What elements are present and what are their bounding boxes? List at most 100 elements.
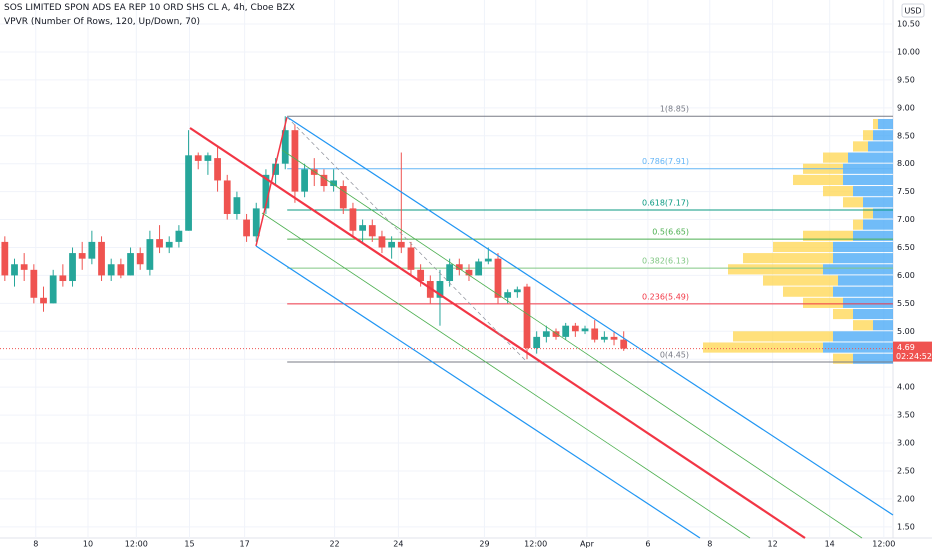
volume-down bbox=[823, 152, 848, 163]
volume-up bbox=[878, 118, 893, 130]
candle-body bbox=[562, 325, 570, 337]
x-tick-label: 17 bbox=[240, 540, 250, 549]
x-tick-label: 8 bbox=[707, 540, 712, 549]
x-tick-label: 10 bbox=[83, 540, 93, 549]
volume-down bbox=[783, 286, 833, 297]
candle-body bbox=[233, 197, 241, 214]
candle-body bbox=[117, 264, 125, 276]
candle-body bbox=[581, 328, 589, 332]
candle-body bbox=[310, 169, 318, 175]
volume-down bbox=[803, 297, 843, 308]
candle-body bbox=[59, 275, 67, 282]
y-tick-label: 8.50 bbox=[897, 131, 915, 140]
volume-up bbox=[823, 342, 893, 353]
fib-label: 0.5(6.65) bbox=[652, 228, 689, 237]
volume-down bbox=[703, 342, 823, 353]
candle-body bbox=[194, 155, 202, 161]
x-tick-label: 24 bbox=[393, 540, 403, 549]
candle-body bbox=[513, 289, 521, 293]
y-tick-label: 9.50 bbox=[897, 75, 915, 84]
fib-label: 0(4.45) bbox=[660, 351, 689, 360]
candle-body bbox=[475, 261, 483, 276]
fib-label: 1(8.85) bbox=[660, 105, 689, 114]
volume-down bbox=[853, 320, 873, 331]
candle-body bbox=[417, 269, 425, 282]
candle-body bbox=[20, 264, 28, 270]
x-tick-label: 22 bbox=[329, 540, 339, 549]
candle-body bbox=[484, 258, 492, 262]
y-tick-label: 7.50 bbox=[897, 187, 915, 196]
pitchfork-lower bbox=[255, 245, 701, 539]
x-tick-label: 12 bbox=[768, 540, 778, 549]
volume-up bbox=[853, 186, 893, 197]
x-tick-label: 12:00 bbox=[524, 540, 547, 549]
volume-up bbox=[868, 141, 893, 152]
candle-body bbox=[127, 253, 134, 276]
y-tick-label: 5.50 bbox=[897, 299, 915, 308]
volume-down bbox=[843, 197, 863, 208]
candle-body bbox=[359, 225, 366, 231]
volume-down bbox=[733, 331, 833, 342]
x-tick-label: 12:00 bbox=[872, 540, 895, 549]
candle-body bbox=[349, 208, 357, 231]
y-tick-label: 1.50 bbox=[897, 522, 915, 531]
y-tick-label: 7.00 bbox=[897, 215, 915, 224]
candle-body bbox=[446, 264, 454, 282]
candle-body bbox=[78, 253, 86, 259]
pitchfork-handle bbox=[255, 116, 288, 247]
candle-body bbox=[436, 281, 444, 298]
volume-down bbox=[863, 130, 873, 141]
y-tick-label: 5.00 bbox=[897, 327, 915, 336]
candle-body bbox=[49, 275, 57, 304]
volume-down bbox=[833, 353, 853, 364]
fib-label: 0.382(6.13) bbox=[642, 257, 689, 266]
candle-body bbox=[571, 325, 579, 332]
indicator-label: VPVR (Number Of Rows, 120, Up/Down, 70) bbox=[4, 17, 201, 27]
fib-label: 0.618(7.17) bbox=[642, 199, 689, 208]
chart-title: SOS LIMITED SPON ADS EA REP 10 ORD SHS C… bbox=[4, 3, 295, 13]
candle-body bbox=[107, 264, 115, 276]
candle-body bbox=[320, 174, 328, 187]
x-tick-label: 6 bbox=[645, 540, 650, 549]
candle-body bbox=[204, 155, 212, 161]
pitchfork bbox=[189, 116, 894, 539]
candle-body bbox=[214, 158, 221, 181]
x-tick-label: 12:00 bbox=[125, 540, 148, 549]
y-tick-label: 3.00 bbox=[897, 439, 915, 448]
volume-down bbox=[853, 219, 863, 230]
volume-up bbox=[833, 241, 893, 253]
last-price-tag bbox=[893, 341, 932, 362]
candle-body bbox=[330, 180, 337, 187]
y-tick-label: 3.50 bbox=[897, 411, 915, 420]
candle-body bbox=[504, 292, 512, 298]
price-axis-bg bbox=[893, 0, 932, 550]
y-tick-label: 2.50 bbox=[897, 466, 915, 475]
volume-up bbox=[833, 286, 893, 297]
volume-down bbox=[743, 253, 833, 264]
candle-body bbox=[368, 225, 376, 237]
candle-body bbox=[455, 264, 463, 270]
volume-down bbox=[833, 308, 853, 320]
volume-down bbox=[863, 208, 873, 219]
candle-body bbox=[600, 336, 608, 340]
candle-body bbox=[185, 155, 192, 231]
pitchfork-upper bbox=[286, 116, 894, 516]
candle-body bbox=[175, 230, 183, 242]
volume-up bbox=[853, 353, 893, 364]
candle-body bbox=[494, 258, 502, 298]
y-tick-label: 10.00 bbox=[897, 47, 920, 56]
y-tick-label: 8.00 bbox=[897, 159, 915, 168]
fib-label: 0.236(5.49) bbox=[642, 292, 689, 301]
countdown-label: 02:24:52 bbox=[896, 352, 932, 361]
candle-body bbox=[397, 241, 405, 248]
volume-down bbox=[823, 186, 853, 197]
pitchfork-inner-upper bbox=[281, 149, 863, 539]
fib-label: 0.786(7.91) bbox=[642, 157, 689, 166]
candle-body bbox=[291, 130, 299, 192]
volume-up bbox=[873, 208, 893, 219]
volume-down bbox=[763, 275, 838, 286]
volume-down bbox=[803, 230, 853, 241]
candle-body bbox=[11, 264, 18, 276]
